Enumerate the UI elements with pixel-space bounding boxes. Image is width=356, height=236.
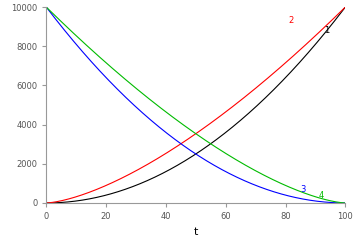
Text: 4: 4 (318, 191, 324, 200)
Text: 2: 2 (288, 16, 294, 25)
Text: 1: 1 (324, 26, 330, 35)
Text: 3: 3 (300, 185, 306, 194)
X-axis label: t: t (194, 227, 198, 236)
